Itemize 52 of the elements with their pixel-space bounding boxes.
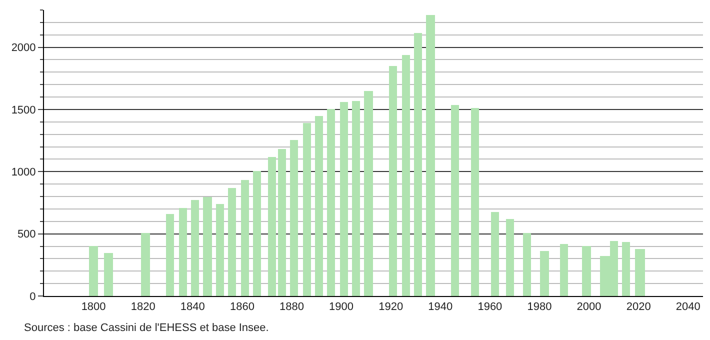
bar	[191, 200, 199, 296]
bar	[364, 91, 373, 296]
y-tick-label: 500	[17, 228, 36, 241]
bar	[451, 105, 459, 296]
bar	[327, 109, 335, 296]
x-tick-label: 1980	[527, 301, 552, 314]
bar	[241, 180, 249, 296]
bar	[315, 116, 323, 296]
bar	[471, 108, 479, 296]
x-tick-label: 2000	[576, 301, 602, 314]
bar	[540, 251, 549, 296]
bar	[216, 204, 224, 296]
bar	[268, 157, 276, 296]
bar	[89, 246, 98, 296]
x-tick-label: 1840	[180, 301, 205, 314]
bar	[622, 242, 630, 296]
y-tick-label: 0	[30, 290, 36, 303]
x-tick-label: 2040	[676, 301, 700, 314]
bar	[560, 244, 568, 296]
bar	[166, 214, 174, 296]
x-tick-label: 1860	[230, 301, 254, 314]
x-tick-label: 1820	[130, 301, 156, 314]
bar	[203, 197, 212, 296]
bar	[179, 208, 187, 296]
x-tick-label: 1940	[428, 301, 453, 314]
bar	[303, 123, 311, 296]
bar	[253, 171, 261, 296]
bar	[104, 253, 113, 296]
bar	[278, 149, 286, 296]
bar	[141, 233, 150, 296]
x-tick-label: 1920	[378, 301, 404, 314]
bar	[491, 212, 499, 296]
y-tick-label: 1500	[11, 104, 36, 116]
bar	[389, 66, 397, 296]
bar	[290, 140, 298, 296]
source-note: Sources : base Cassini de l'EHESS et base Insee.	[24, 322, 269, 334]
x-tick-label: 2020	[626, 301, 651, 314]
bar	[228, 188, 236, 296]
bar	[523, 233, 531, 296]
bar	[414, 33, 422, 296]
bar	[506, 219, 514, 296]
y-tick-label: 2000	[11, 42, 36, 54]
x-tick-label: 1800	[81, 301, 106, 314]
bar	[402, 55, 410, 296]
bar	[340, 102, 348, 296]
bar	[582, 246, 591, 296]
bar	[352, 101, 360, 296]
x-tick-label: 1960	[478, 301, 502, 314]
x-tick-label: 1900	[329, 301, 354, 314]
y-tick-label: 1000	[11, 166, 36, 178]
x-tick-label: 1880	[280, 301, 304, 314]
bar	[426, 15, 435, 296]
